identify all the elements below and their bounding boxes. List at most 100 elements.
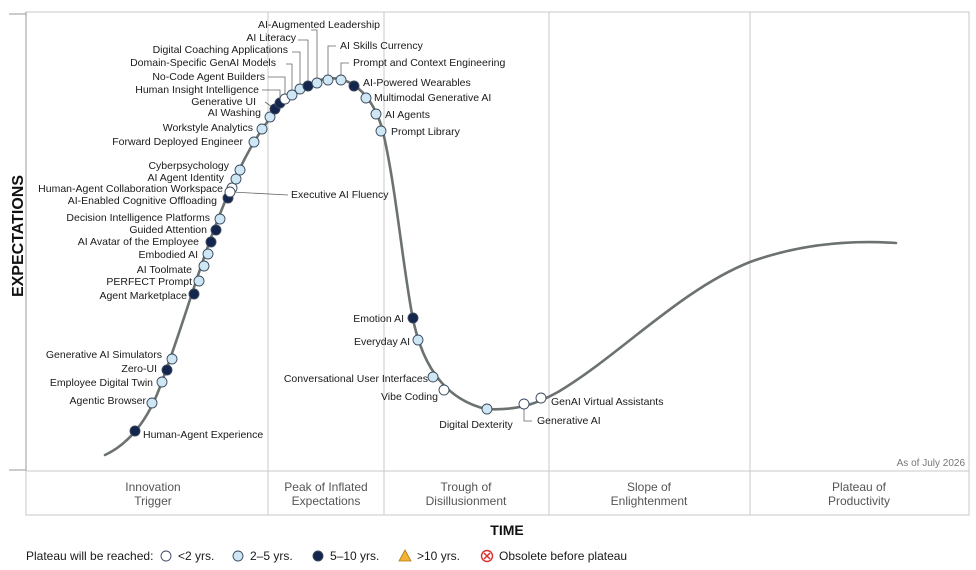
- leader-no-code: [268, 76, 286, 99]
- phase-band: [25, 470, 970, 516]
- point-domain-specific-genai-models: [286, 89, 298, 101]
- leader-ai-skills-currency: [327, 45, 336, 80]
- as-of-label: As of July 2026: [897, 458, 966, 469]
- legend-marker-2to5: [232, 550, 244, 562]
- leader-ai-augmented-leadership: [311, 29, 318, 83]
- legend-label-lt2: <2 yrs.: [178, 549, 214, 563]
- legend-marker-gt10: [398, 549, 412, 562]
- phase-label-5: Plateau of Productivity: [828, 480, 890, 508]
- label-digital-coaching-applications: Digital Coaching Applications: [153, 44, 288, 56]
- label-ai-enabled-cognitive-offloading: AI-Enabled Cognitive Offloading: [68, 195, 217, 207]
- point-forward-deployed-engineer: [248, 136, 260, 148]
- point-vibe-coding: [438, 384, 450, 396]
- label-agentic-browser: Agentic Browser: [70, 395, 147, 407]
- point-zero-ui: [161, 364, 173, 376]
- label-digital-dexterity: Digital Dexterity: [439, 419, 513, 431]
- label-conversational-user-interfaces: Conversational User Interfaces: [284, 373, 428, 385]
- legend-marker-lt2: [160, 550, 172, 562]
- label-vibe-coding: Vibe Coding: [381, 391, 438, 403]
- leader-executive-ai-fluency: [231, 191, 289, 196]
- phase-labels: Innovation Trigger Peak of Inflated Expecta…: [125, 480, 890, 508]
- label-ai-augmented-leadership: AI-Augmented Leadership: [258, 19, 380, 31]
- label-ai-literacy: AI Literacy: [246, 32, 296, 44]
- legend-marker-5to10: [312, 550, 324, 562]
- point-prompt-library: [375, 125, 387, 137]
- point-workstyle-analytics: [256, 123, 268, 135]
- point-generative-ai-simulators: [166, 353, 178, 365]
- point-ai-skills-currency: [322, 74, 334, 86]
- point-everyday-ai: [412, 334, 424, 346]
- label-agent-marketplace: Agent Marketplace: [99, 290, 187, 302]
- hype-curve: [103, 77, 898, 457]
- label-everyday-ai: Everyday AI: [354, 336, 410, 348]
- legend: Plateau will be reached: <2 yrs. 2–5 yrs. 5…: [26, 549, 627, 563]
- point-genai-virtual-assistants: [535, 392, 547, 404]
- x-axis-title: TIME: [490, 522, 523, 538]
- points-layer: [129, 74, 547, 437]
- leader-ai-literacy: [298, 39, 309, 86]
- point-ai-washing: [264, 111, 276, 123]
- legend-marker-obsolete: [480, 549, 494, 563]
- point-guided-attention: [210, 224, 222, 236]
- labels-layer: Human-Agent Experience Agentic Browser Emp…: [38, 19, 663, 441]
- phase-label-3: Trough of Disillusionment: [426, 480, 507, 508]
- y-axis-title: EXPECTATIONS: [10, 175, 27, 297]
- point-ai-toolmate: [198, 260, 210, 272]
- point-executive-ai-fluency: [224, 186, 236, 198]
- label-domain-specific-genai-models: Domain-Specific GenAI Models: [130, 57, 276, 69]
- label-executive-ai-fluency: Executive AI Fluency: [291, 189, 389, 201]
- point-prompt-and-context-engineering: [335, 74, 347, 86]
- label-generative-ai-simulators: Generative AI Simulators: [46, 349, 162, 361]
- label-emotion-ai: Emotion AI: [353, 313, 404, 325]
- label-human-insight-intelligence: Human Insight Intelligence: [135, 84, 259, 96]
- point-agent-marketplace: [188, 288, 200, 300]
- point-ai-literacy: [302, 80, 314, 92]
- label-prompt-library: Prompt Library: [391, 126, 461, 138]
- label-generative-ui: Generative UI: [191, 96, 256, 108]
- label-ai-avatar-of-the-employee: AI Avatar of the Employee: [78, 236, 199, 248]
- label-perfect-prompt: PERFECT Prompt: [106, 276, 192, 288]
- point-embodied-ai: [202, 248, 214, 260]
- label-decision-intelligence-platforms: Decision Intelligence Platforms: [66, 212, 210, 224]
- legend-label-2to5: 2–5 yrs.: [250, 549, 293, 563]
- point-generative-ai: [518, 398, 530, 410]
- phase-label-1: Innovation Trigger: [125, 480, 180, 508]
- label-genai-virtual-assistants: GenAI Virtual Assistants: [551, 396, 663, 408]
- point-human-agent-experience: [129, 425, 141, 437]
- label-generative-ai: Generative AI: [537, 415, 601, 427]
- label-embodied-ai: Embodied AI: [138, 249, 198, 261]
- point-ai-agents: [370, 108, 382, 120]
- point-agentic-browser: [146, 397, 158, 409]
- label-guided-attention: Guided Attention: [129, 224, 207, 236]
- label-ai-skills-currency: AI Skills Currency: [340, 40, 424, 52]
- point-conversational-user-interfaces: [427, 371, 439, 383]
- leader-generative-ai: [523, 404, 532, 422]
- label-prompt-and-context-engineering: Prompt and Context Engineering: [353, 57, 506, 69]
- leader-prompt-context: [340, 62, 349, 80]
- point-ai-augmented-leadership: [311, 77, 323, 89]
- phase-label-2: Peak of Inflated Expectations: [284, 480, 367, 508]
- leader-domain-specific: [286, 63, 293, 95]
- point-ai-powered-wearables: [348, 80, 360, 92]
- point-cyberpsychology: [234, 164, 246, 176]
- leader-digital-coaching: [292, 51, 301, 89]
- legend-label-5to10: 5–10 yrs.: [330, 549, 379, 563]
- label-ai-washing: AI Washing: [208, 107, 261, 119]
- label-zero-ui: Zero-UI: [121, 363, 157, 375]
- label-no-code-agent-builders: No-Code Agent Builders: [152, 71, 265, 83]
- leader-lines: [231, 29, 532, 422]
- label-ai-toolmate: AI Toolmate: [137, 264, 192, 276]
- label-ai-powered-wearables: AI-Powered Wearables: [363, 77, 471, 89]
- legend-title: Plateau will be reached:: [26, 549, 153, 563]
- label-ai-agents: AI Agents: [385, 109, 430, 121]
- label-human-agent-collaboration-workspace: Human-Agent Collaboration Workspace: [38, 183, 223, 195]
- point-emotion-ai: [407, 312, 419, 324]
- point-multimodal-generative-ai: [360, 92, 372, 104]
- point-perfect-prompt: [193, 275, 205, 287]
- label-workstyle-analytics: Workstyle Analytics: [163, 122, 253, 134]
- point-ai-avatar-of-the-employee: [205, 236, 217, 248]
- legend-label-gt10: >10 yrs.: [417, 549, 460, 563]
- phase-label-4: Slope of Enlightenment: [611, 480, 688, 508]
- label-human-agent-experience: Human-Agent Experience: [143, 429, 263, 441]
